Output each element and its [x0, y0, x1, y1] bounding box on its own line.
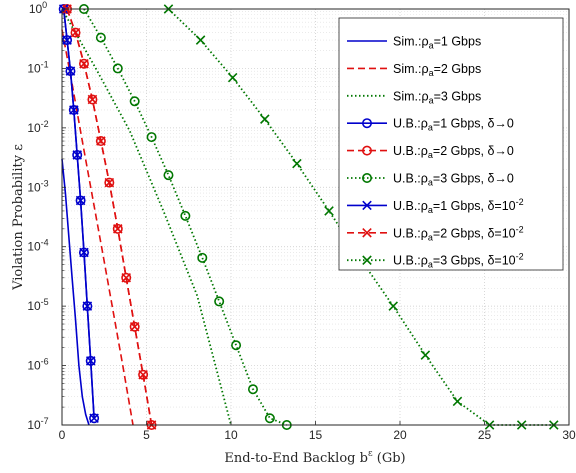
legend-entry-6: U.B.:ρa=3 Gbps, δ→0	[347, 172, 514, 188]
data-point-x	[195, 35, 206, 45]
data-point-circle	[247, 384, 258, 395]
y-tick-label: 10-6	[27, 357, 48, 373]
data-point-x	[87, 94, 98, 105]
data-point-circle	[231, 340, 242, 351]
legend-entry-8: U.B.:ρa=2 Gbps, δ=10-2	[347, 224, 524, 242]
series-6	[78, 4, 292, 430]
legend-entry-9: U.B.:ρa=3 Gbps, δ=10-2	[347, 252, 524, 270]
data-point-circle	[70, 27, 81, 38]
data-point-circle	[361, 118, 372, 129]
data-point-x	[227, 72, 238, 83]
series-3	[61, 8, 232, 426]
x-tick-label: 0	[59, 428, 66, 442]
legend-entry-4: U.B.:ρa=1 Gbps, δ→0	[347, 117, 514, 133]
data-point-x	[69, 105, 79, 115]
x-tick-label: 10	[224, 428, 238, 442]
data-point-circle	[129, 96, 140, 107]
legend-label: U.B.:ρa=3 Gbps, δ=10-2	[393, 252, 524, 270]
data-point-circle	[361, 145, 372, 156]
x-tick-label: 20	[393, 428, 407, 442]
data-point-x	[85, 356, 96, 366]
x-tick-label: 15	[309, 428, 323, 442]
x-axis-label-sup: ε	[368, 449, 373, 459]
data-point-x	[96, 136, 106, 146]
data-point-x	[452, 396, 463, 407]
data-point-x	[104, 177, 115, 188]
y-axis-ticks: 100 10-1 10-2 10-3 10-4 10-5 10-6 10-7	[27, 0, 66, 432]
data-point-x	[121, 273, 131, 283]
data-point-x	[129, 321, 140, 332]
legend-label: U.B.:ρa=1 Gbps, δ=10-2	[393, 197, 524, 215]
data-point-x	[72, 150, 82, 160]
grid	[61, 8, 570, 426]
x-tick-label: 5	[143, 428, 150, 442]
data-point-circle	[95, 136, 106, 147]
data-point-x	[362, 228, 372, 238]
data-point-x	[420, 350, 431, 360]
data-point-x	[260, 114, 270, 124]
data-point-circle	[180, 210, 191, 221]
data-point-x	[388, 301, 399, 311]
y-tick-label: 10-3	[27, 178, 48, 194]
legend-label: U.B.:ρa=2 Gbps, δ→0	[393, 144, 514, 160]
data-point-circle	[95, 32, 106, 43]
legend-entry-5: U.B.:ρa=2 Gbps, δ→0	[347, 144, 514, 160]
series-7	[58, 4, 99, 423]
data-point-x	[89, 413, 99, 423]
data-point-x	[79, 247, 89, 258]
series-2	[61, 29, 134, 426]
y-tick-label: 10-7	[27, 416, 48, 432]
series-line	[61, 29, 134, 426]
legend-label: Sim.:ρa=1 Gbps	[393, 35, 481, 51]
data-point-circle	[197, 252, 208, 263]
data-point-circle	[78, 58, 89, 69]
legend-label: Sim.:ρa=2 Gbps	[393, 62, 481, 78]
legend-label: U.B.:ρa=1 Gbps, δ→0	[393, 117, 514, 133]
legend-entry-7: U.B.:ρa=1 Gbps, δ=10-2	[347, 197, 524, 215]
data-point-x	[362, 255, 372, 265]
legend-label: Sim.:ρa=3 Gbps	[393, 89, 481, 105]
data-point-x	[82, 301, 93, 311]
legend-entry-3: Sim.:ρa=3 Gbps	[347, 89, 481, 105]
data-point-circle	[361, 173, 372, 184]
legend-entry-1: Sim.:ρa=1 Gbps	[347, 35, 481, 51]
x-tick-label: 25	[478, 428, 492, 442]
y-axis-label: Violation Probability ε	[11, 144, 26, 291]
legend-entry-2: Sim.:ρa=2 Gbps	[347, 62, 481, 78]
data-point-circle	[87, 94, 98, 105]
legend-label: U.B.:ρa=3 Gbps, δ→0	[393, 172, 514, 188]
data-point-circle	[163, 170, 174, 181]
data-point-x	[113, 224, 123, 234]
data-point-x	[79, 58, 89, 69]
legend-box	[338, 17, 564, 271]
legend: Sim.:ρa=1 Gbps Sim.:ρa=2 Gbps Sim.:ρa=3 Gb…	[338, 17, 564, 271]
legend-label: U.B.:ρa=2 Gbps, δ=10-2	[393, 224, 524, 242]
series-line	[62, 8, 95, 419]
x-axis-label: End-to-End Backlog bε (Gb)	[224, 449, 405, 466]
data-point-x	[138, 370, 148, 380]
data-point-x	[75, 195, 86, 206]
x-tick-label: 30	[562, 428, 576, 442]
data-point-x	[292, 158, 302, 169]
series-1	[61, 158, 90, 426]
y-tick-label: 10-5	[27, 297, 48, 313]
series-line	[83, 8, 288, 426]
x-axis-ticks: 0 5 10 15 20 25 30	[59, 421, 576, 442]
data-point-x	[62, 35, 72, 45]
series-line	[61, 158, 90, 426]
data-point-circle	[146, 132, 157, 143]
series-line	[61, 8, 232, 426]
y-tick-label: 10-4	[27, 238, 48, 254]
data-point-x	[65, 66, 76, 76]
data-point-x	[324, 206, 334, 216]
data-point-circle	[264, 413, 275, 424]
y-tick-label: 10-1	[27, 59, 48, 75]
data-point-circle	[214, 296, 225, 307]
y-tick-label: 10-2	[27, 119, 48, 135]
data-point-circle	[112, 63, 123, 74]
data-point-x	[70, 27, 81, 38]
y-tick-label: 100	[29, 0, 47, 16]
data-point-x	[362, 200, 372, 211]
